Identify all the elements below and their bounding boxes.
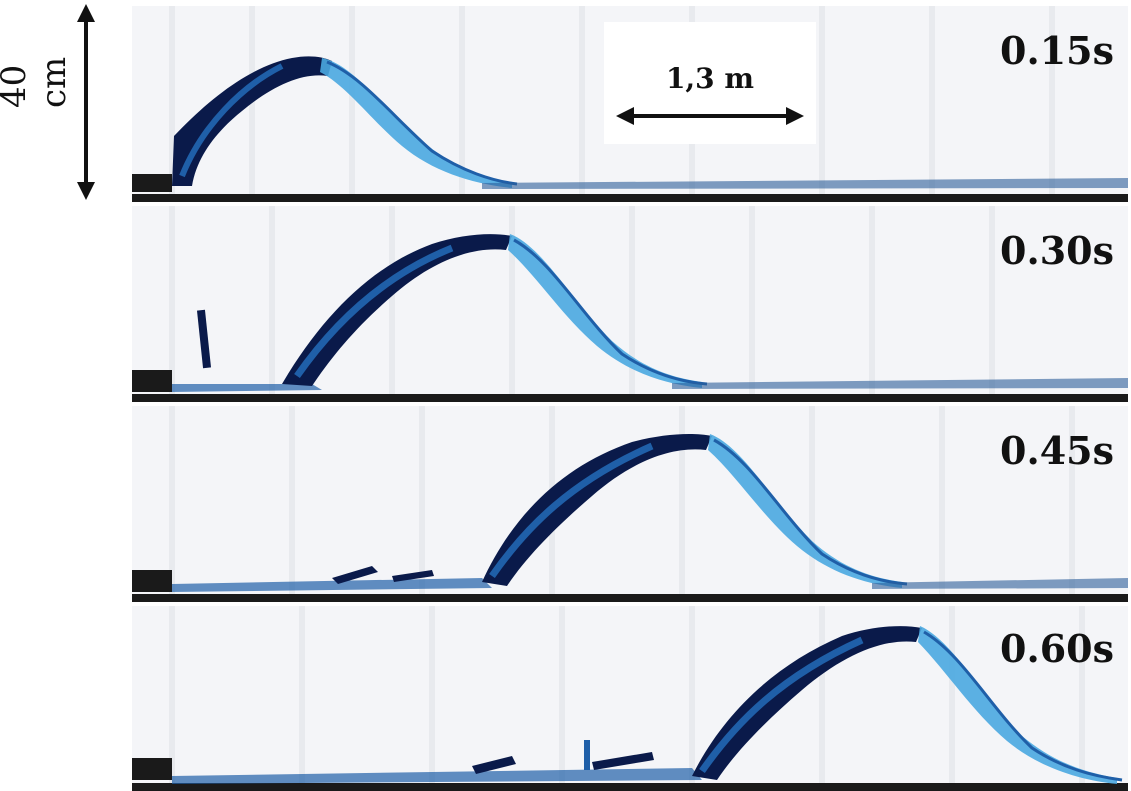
frame-panel-3: 0.45s <box>132 406 1128 602</box>
vertical-double-arrow-icon <box>77 4 95 200</box>
wave-image-3 <box>132 406 1128 602</box>
time-label-1: 0.15s <box>1000 28 1114 73</box>
horizontal-scale-label: 1,3 m <box>665 62 755 95</box>
frame-panel-4: 0.60s <box>132 606 1128 791</box>
time-label-4: 0.60s <box>1000 626 1114 671</box>
wave-image-4 <box>132 606 1128 791</box>
horizontal-scale-bar: 1,3 m <box>604 22 816 144</box>
vertical-scale-label: 40 cm <box>0 56 74 108</box>
frame-panel-2: 0.30s <box>132 206 1128 402</box>
wave-image-2 <box>132 206 1128 402</box>
time-label-2: 0.30s <box>1000 228 1114 273</box>
vertical-scale-bar: 40 cm <box>0 0 130 205</box>
frame-panel-1: 1,3 m 0.15s <box>132 6 1128 202</box>
time-label-3: 0.45s <box>1000 428 1114 473</box>
horizontal-double-arrow-icon <box>616 107 804 125</box>
